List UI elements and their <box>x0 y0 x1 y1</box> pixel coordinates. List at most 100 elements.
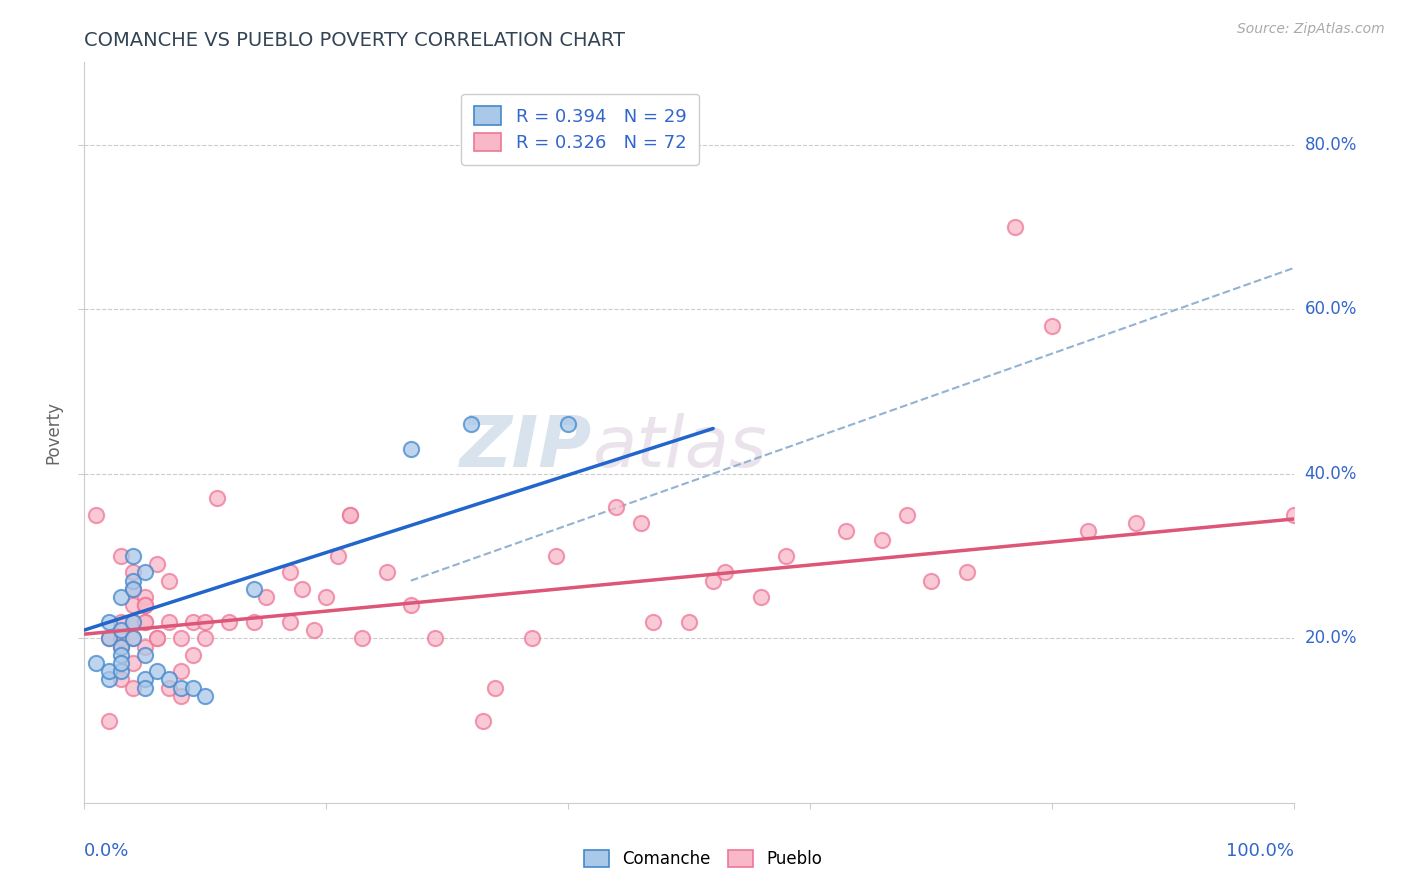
Point <box>254 590 277 604</box>
Point <box>121 656 143 670</box>
Point <box>339 508 361 522</box>
Point <box>484 681 506 695</box>
Point <box>121 615 143 629</box>
Point <box>1004 219 1026 234</box>
Point <box>1077 524 1099 539</box>
Point <box>134 648 156 662</box>
Point <box>207 491 229 506</box>
Point <box>315 590 337 604</box>
Point <box>134 599 156 613</box>
Point <box>134 681 156 695</box>
Text: 100.0%: 100.0% <box>1226 842 1294 860</box>
Point <box>328 549 350 563</box>
Point <box>121 632 143 646</box>
Point <box>134 615 156 629</box>
Point <box>423 632 446 646</box>
Point <box>460 417 482 432</box>
Point <box>134 673 156 687</box>
Point <box>375 566 398 580</box>
Point <box>194 615 217 629</box>
Point <box>702 574 724 588</box>
Point <box>630 516 652 530</box>
Text: 0.0%: 0.0% <box>84 842 129 860</box>
Point <box>121 615 143 629</box>
Point <box>641 615 664 629</box>
Point <box>181 681 204 695</box>
Point <box>278 566 301 580</box>
Point <box>544 549 567 563</box>
Point <box>751 590 773 604</box>
Point <box>110 640 132 654</box>
Point <box>146 632 169 646</box>
Point <box>472 714 495 728</box>
Text: 20.0%: 20.0% <box>1305 629 1357 648</box>
Point <box>605 500 627 514</box>
Point <box>134 615 156 629</box>
Point <box>86 508 108 522</box>
Point <box>170 632 193 646</box>
Point <box>121 599 143 613</box>
Point <box>714 566 737 580</box>
Point <box>97 632 120 646</box>
Point <box>121 632 143 646</box>
Point <box>121 574 143 588</box>
Point <box>121 582 143 596</box>
Point <box>97 673 120 687</box>
Point <box>97 664 120 678</box>
Point <box>110 615 132 629</box>
Point <box>146 632 169 646</box>
Point <box>218 615 240 629</box>
Text: 80.0%: 80.0% <box>1305 136 1357 153</box>
Point <box>121 549 143 563</box>
Point <box>157 673 180 687</box>
Text: 60.0%: 60.0% <box>1305 301 1357 318</box>
Text: COMANCHE VS PUEBLO POVERTY CORRELATION CHART: COMANCHE VS PUEBLO POVERTY CORRELATION C… <box>84 30 626 50</box>
Point <box>121 582 143 596</box>
Point <box>134 640 156 654</box>
Point <box>170 664 193 678</box>
Point <box>181 615 204 629</box>
Point <box>157 574 180 588</box>
Point <box>110 632 132 646</box>
Point <box>121 681 143 695</box>
Point <box>291 582 314 596</box>
Point <box>835 524 858 539</box>
Legend: R = 0.394   N = 29, R = 0.326   N = 72: R = 0.394 N = 29, R = 0.326 N = 72 <box>461 94 699 165</box>
Point <box>352 632 374 646</box>
Point <box>146 558 169 572</box>
Point <box>399 599 422 613</box>
Point <box>170 681 193 695</box>
Point <box>339 508 361 522</box>
Point <box>1125 516 1147 530</box>
Point <box>302 623 325 637</box>
Point <box>775 549 797 563</box>
Point <box>520 632 543 646</box>
Point <box>134 590 156 604</box>
Text: atlas: atlas <box>592 413 766 482</box>
Point <box>194 632 217 646</box>
Point <box>920 574 942 588</box>
Point <box>110 640 132 654</box>
Text: Source: ZipAtlas.com: Source: ZipAtlas.com <box>1237 22 1385 37</box>
Point <box>278 615 301 629</box>
Point <box>110 656 132 670</box>
Point <box>110 549 132 563</box>
Point <box>157 615 180 629</box>
Point <box>121 566 143 580</box>
Point <box>896 508 918 522</box>
Point <box>110 673 132 687</box>
Point <box>146 664 169 678</box>
Point <box>242 615 264 629</box>
Point <box>399 442 422 456</box>
Text: 40.0%: 40.0% <box>1305 465 1357 483</box>
Point <box>134 566 156 580</box>
Point <box>872 533 894 547</box>
Point <box>110 648 132 662</box>
Point <box>1282 508 1305 522</box>
Point <box>97 632 120 646</box>
Point <box>181 648 204 662</box>
Point <box>956 566 979 580</box>
Point <box>557 417 579 432</box>
Point <box>678 615 700 629</box>
Point <box>110 590 132 604</box>
